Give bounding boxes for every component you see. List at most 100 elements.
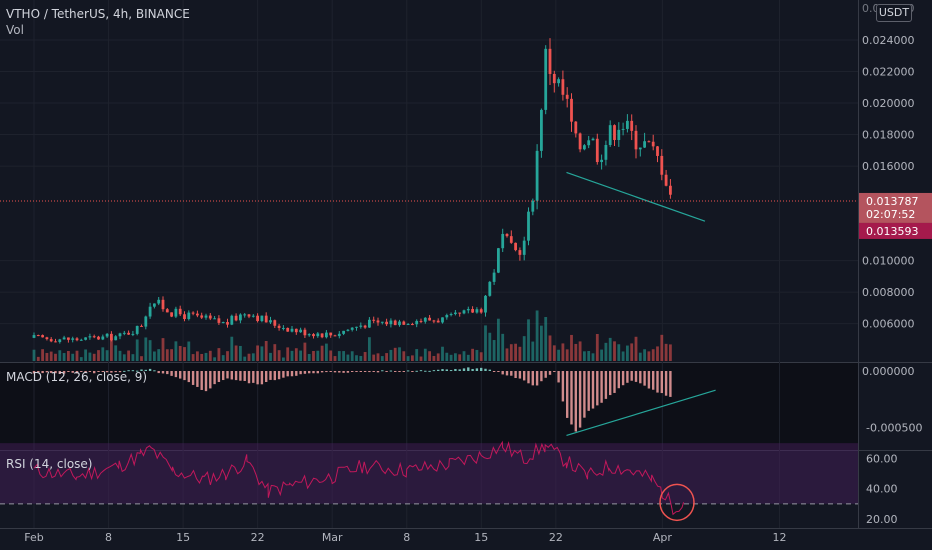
volume-bar <box>492 340 496 361</box>
candle-body <box>423 317 427 322</box>
macd-histogram-bar <box>449 370 453 372</box>
macd-histogram-bar <box>170 371 173 376</box>
macd-histogram-bar <box>222 371 225 381</box>
volume-bar <box>118 350 122 361</box>
candle-body <box>208 315 212 319</box>
volume-bar <box>544 317 548 361</box>
volume-bar <box>595 334 599 361</box>
volume-bar <box>497 318 500 361</box>
candle-body <box>660 155 664 175</box>
candle-body <box>393 320 397 326</box>
volume-bar <box>333 356 337 361</box>
candle-body <box>67 337 70 340</box>
volume-bar <box>466 354 470 361</box>
macd-histogram-bar <box>41 371 44 374</box>
macd-histogram-bar <box>67 371 70 372</box>
macd-histogram-bar <box>647 371 651 389</box>
volume-bar <box>312 351 315 361</box>
candle-body <box>183 314 186 320</box>
candle-body <box>527 211 530 241</box>
volume-bar <box>217 348 221 361</box>
candle-body <box>505 233 509 237</box>
volume-bar <box>165 349 169 361</box>
candle-body <box>204 315 208 318</box>
volume-bar <box>436 353 440 361</box>
macd-histogram-bar <box>510 371 513 376</box>
volume-bar <box>501 333 505 361</box>
candle-body <box>299 329 302 333</box>
volume-bar <box>458 354 462 361</box>
candle-body <box>286 327 290 332</box>
candle-body <box>213 318 216 320</box>
macd-histogram-bar <box>583 371 586 418</box>
candle-body <box>187 312 191 320</box>
candle-body <box>32 335 36 338</box>
macd-histogram-bar <box>639 371 642 384</box>
macd-histogram-bar <box>342 371 345 373</box>
candle-body <box>325 332 328 338</box>
second-price-badge <box>859 222 932 239</box>
macd-histogram-bar <box>37 371 40 373</box>
macd-histogram-bar <box>368 371 371 373</box>
candle-body <box>191 312 195 314</box>
volume-bar <box>144 337 148 361</box>
candle-body <box>570 98 573 122</box>
macd-histogram-bar <box>501 371 504 375</box>
candle-body <box>243 314 247 316</box>
macd-histogram-bar <box>372 371 375 372</box>
macd-histogram-bar <box>462 368 466 371</box>
volume-bar <box>135 339 139 361</box>
candle-body <box>346 329 350 331</box>
macd-histogram-bar <box>131 370 135 372</box>
macd-label: MACD (12, 26, close, 9) <box>6 370 148 384</box>
candle-body <box>372 319 376 321</box>
candle-body <box>651 141 655 147</box>
macd-histogram-bar <box>574 371 577 432</box>
candle-body <box>591 138 595 141</box>
candle-body <box>398 321 401 326</box>
candle-body <box>226 322 229 325</box>
candle-body <box>92 336 96 338</box>
macd-histogram-bar <box>118 371 122 373</box>
macd-histogram-bar <box>183 371 186 381</box>
macd-tick-label: -0.000500 <box>866 422 922 435</box>
candle-body <box>58 339 62 343</box>
volume-bar <box>239 345 242 361</box>
macd-trendline <box>566 389 716 436</box>
x-tick-label: 8 <box>403 531 410 544</box>
price-tick-label: 0.024000 <box>862 34 915 47</box>
candle-body <box>376 320 380 323</box>
candle-body <box>634 130 638 150</box>
macd-histogram-bar <box>535 371 539 386</box>
candle-body <box>428 317 431 321</box>
macd-histogram-bar <box>282 371 285 378</box>
macd-histogram-bar <box>548 371 552 375</box>
volume-bar <box>269 352 272 361</box>
volume-bar <box>372 354 376 361</box>
candle-body <box>256 315 259 322</box>
candle-body <box>402 321 406 325</box>
candle-body <box>600 159 603 163</box>
macd-histogram-bar <box>277 371 281 380</box>
volume-bar <box>79 357 83 361</box>
volume-bar <box>471 348 474 361</box>
candle-body <box>135 325 139 334</box>
macd-histogram-bar <box>191 371 195 385</box>
candle-body <box>475 309 479 313</box>
volume-bar <box>101 347 105 361</box>
macd-histogram-bar <box>174 371 178 378</box>
candle-body <box>114 336 118 341</box>
macd-histogram-bar <box>312 371 315 374</box>
volume-bar <box>393 347 397 361</box>
volume-bar <box>41 349 44 361</box>
volume-bar <box>484 325 487 361</box>
macd-histogram-bar <box>110 371 113 373</box>
macd-histogram-bar <box>320 371 324 373</box>
volume-bar <box>131 354 135 361</box>
volume-bar <box>303 342 307 361</box>
currency-button[interactable]: USDT <box>876 4 912 22</box>
candle-body <box>626 120 629 129</box>
macd-histogram-bar <box>213 371 216 385</box>
volume-bar <box>325 343 328 361</box>
macd-histogram-bar <box>97 371 100 372</box>
